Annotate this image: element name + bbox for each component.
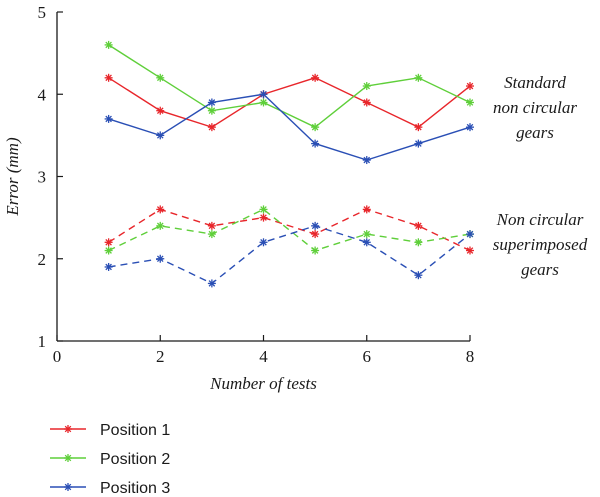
series-line-3 (108, 93, 471, 161)
y-axis-title: Error (mm) (3, 137, 22, 217)
data-point (362, 156, 371, 165)
data-point (414, 271, 423, 280)
y-tick-label: 2 (38, 250, 47, 269)
legend-label: Position 2 (100, 451, 170, 468)
legend-item: Position 3 (50, 480, 170, 497)
data-point (156, 73, 165, 82)
data-point (311, 73, 320, 82)
legend-marker (64, 483, 72, 491)
x-tick-label: 8 (466, 347, 475, 366)
data-point (104, 73, 113, 82)
y-tick-label: 5 (38, 3, 47, 22)
data-point (311, 230, 320, 239)
group-annotations: Standard non circular gears Non circular sup… (493, 73, 588, 279)
data-point (207, 123, 216, 132)
data-point (362, 230, 371, 239)
legend-marker (64, 425, 72, 433)
data-point (207, 106, 216, 115)
data-point (104, 40, 113, 49)
data-point (414, 139, 423, 148)
x-tick-label: 6 (363, 347, 372, 366)
series-layer (104, 40, 474, 288)
x-axis-title: Number of tests (209, 374, 317, 393)
axes: 1 2 3 4 5 0 2 4 6 8 (38, 3, 475, 366)
data-point (156, 205, 165, 214)
data-point (104, 262, 113, 271)
data-point (156, 221, 165, 230)
data-point (311, 246, 320, 255)
data-point (259, 98, 268, 107)
y-tick-label: 4 (38, 85, 47, 104)
group-label-2: Non circular superimposed gears (493, 210, 588, 279)
data-point (311, 139, 320, 148)
data-point (311, 221, 320, 230)
data-point (259, 238, 268, 247)
series-line-3 (108, 225, 471, 285)
data-point (362, 82, 371, 91)
data-point (207, 230, 216, 239)
data-point (156, 131, 165, 140)
legend-marker (64, 454, 72, 462)
y-tick-label: 3 (38, 168, 47, 187)
group-label-1: Standard non circular gears (493, 73, 577, 142)
x-tick-label: 0 (53, 347, 62, 366)
data-point (311, 123, 320, 132)
data-point (414, 221, 423, 230)
data-point (207, 221, 216, 230)
data-point (414, 238, 423, 247)
data-point (259, 213, 268, 222)
data-point (466, 98, 474, 107)
data-point (156, 106, 165, 115)
data-point (362, 205, 371, 214)
data-point (466, 123, 474, 132)
series-line-2 (108, 208, 471, 252)
data-point (466, 82, 474, 91)
data-point (414, 73, 423, 82)
series-line-1 (108, 77, 471, 128)
series-group-2 (104, 205, 474, 288)
data-point (414, 123, 423, 132)
x-tick-label: 4 (259, 347, 268, 366)
series-line-1 (108, 208, 471, 252)
data-point (466, 246, 474, 255)
data-point (207, 279, 216, 288)
legend-label: Position 3 (100, 480, 170, 497)
series-line-2 (108, 44, 471, 128)
data-point (104, 114, 113, 123)
data-point (207, 98, 216, 107)
data-point (259, 205, 268, 214)
y-tick-label: 1 (38, 332, 47, 351)
legend: Position 1 Position 2 Position 3 (50, 422, 170, 497)
data-point (104, 238, 113, 247)
data-point (466, 230, 474, 239)
legend-item: Position 2 (50, 451, 170, 468)
legend-label: Position 1 (100, 422, 170, 439)
series-group-1 (104, 40, 474, 165)
data-point (156, 254, 165, 263)
data-point (104, 246, 113, 255)
data-point (362, 238, 371, 247)
x-tick-label: 2 (156, 347, 165, 366)
data-point (259, 90, 268, 99)
legend-item: Position 1 (50, 422, 170, 439)
data-point (362, 98, 371, 107)
